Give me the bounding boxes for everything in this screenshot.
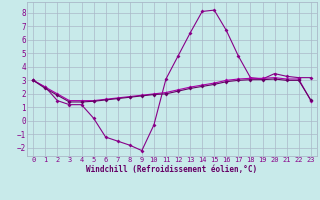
X-axis label: Windchill (Refroidissement éolien,°C): Windchill (Refroidissement éolien,°C)	[86, 165, 258, 174]
